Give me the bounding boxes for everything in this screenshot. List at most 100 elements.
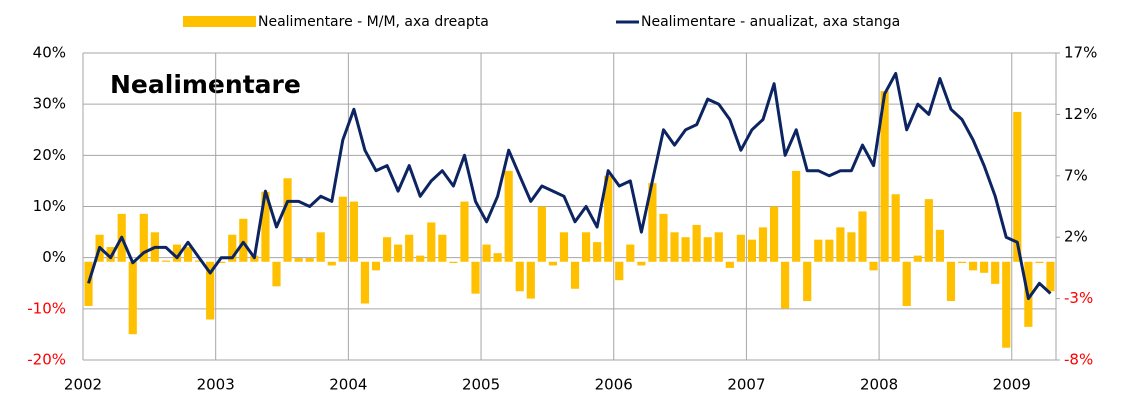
bar [637,261,646,266]
bar [659,213,668,262]
line [87,72,1052,301]
bar [891,194,900,262]
bar [349,201,358,262]
bar [880,91,889,262]
bar [803,261,812,302]
y-tick-label: 30% [33,95,66,113]
bar [814,239,823,262]
bar [482,244,491,262]
bar [626,244,635,262]
x-tick-label: 2005 [462,376,500,394]
bar [84,261,93,306]
legend-text: Nealimentare - anualizat, axa stanga [641,14,900,30]
bar [327,261,336,266]
bar [1035,261,1044,263]
bar [206,261,215,320]
bar [128,261,137,335]
bar [968,261,978,271]
bar [758,227,768,262]
bar [405,234,414,262]
bar [316,232,325,262]
bar [902,261,911,306]
bar [161,260,171,262]
bar [394,244,403,262]
y-tick-label: 10% [33,197,66,215]
y-tick-label: -20% [27,351,66,369]
y-tick-label: 20% [33,146,66,164]
bar [283,178,292,262]
bar [526,261,535,299]
bar [217,261,226,263]
y2-tick-label: 2% [1064,228,1088,246]
x-tick-label: 2008 [860,376,898,394]
bar [515,261,524,292]
x-tick-label: 2003 [197,376,235,394]
bar [924,199,933,262]
x-tick-label: 2004 [329,376,367,394]
bar [736,234,745,262]
bar [858,211,867,262]
bar [460,201,469,262]
bar [416,255,425,262]
bar [493,253,502,262]
bar [449,261,458,263]
bar [195,260,204,262]
bar [670,232,679,262]
bar [382,237,392,262]
bar [825,239,834,262]
bar [371,261,381,271]
y-tick-label: -10% [27,299,66,317]
bar [471,261,480,294]
bar [305,258,314,262]
bar [183,247,193,262]
bar [1013,111,1022,262]
bar [427,222,436,262]
bar [703,237,712,262]
bar [692,224,701,262]
bar [957,261,967,263]
bar [615,261,624,281]
bar [913,255,922,262]
y2-tick-label: -8% [1064,351,1093,369]
x-tick-label: 2006 [595,376,633,394]
y-tick-label: 0% [42,248,66,266]
bar [172,244,182,262]
bar [360,261,370,304]
bar [548,261,558,266]
bar [581,232,591,262]
bar [272,261,281,287]
bar [604,175,613,262]
x-tick-label: 2007 [727,376,765,394]
bar [139,213,148,262]
bar [869,261,878,271]
bar [946,261,956,302]
bar [504,170,513,262]
bar [1046,261,1055,292]
bar [294,258,303,262]
bar [338,196,347,262]
bar [980,261,989,273]
bar [991,261,1000,284]
bar [537,206,546,262]
bar [559,232,569,262]
bar [725,261,734,268]
bar [714,232,723,262]
legend-text: Nealimentare - M/M, axa dreapta [258,14,489,30]
x-tick-label: 2002 [64,376,102,394]
bar [106,247,115,262]
bar [648,183,657,262]
bar [836,227,845,262]
bar [781,261,790,309]
bar [769,206,779,262]
legend-swatch [183,16,256,27]
bar [438,234,447,262]
chart-title: Nealimentare [110,70,301,99]
bar [261,191,270,262]
bar [228,234,237,262]
bar [792,170,801,262]
bar [593,242,602,262]
bar [847,232,856,262]
bar [935,229,944,262]
y2-tick-label: 12% [1064,105,1097,123]
